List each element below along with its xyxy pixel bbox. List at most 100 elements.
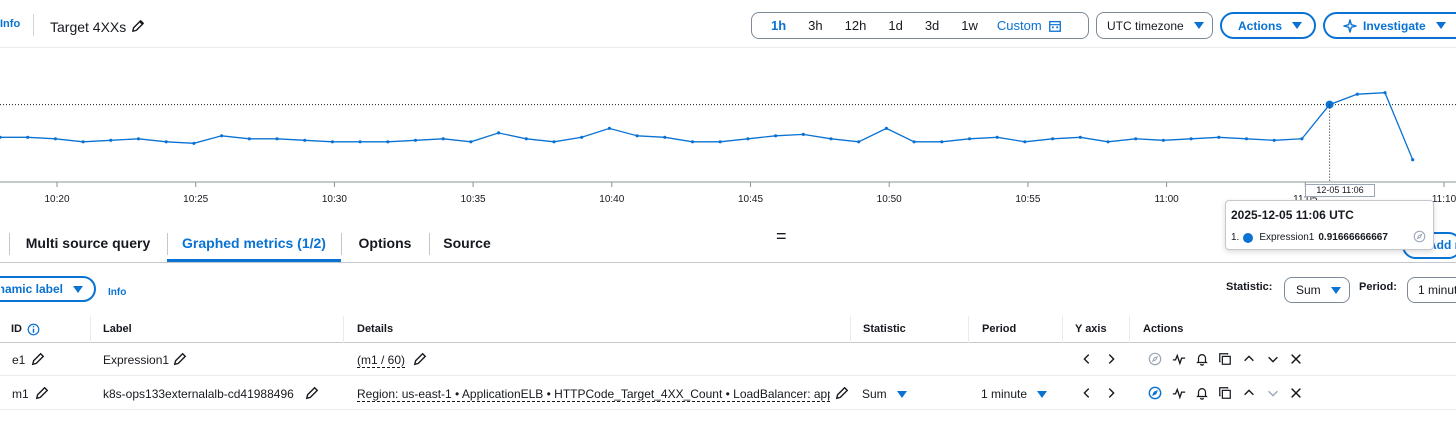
edit-id-pencil-icon[interactable] (31, 352, 45, 366)
info-link[interactable]: Info (108, 287, 127, 298)
data-point[interactable] (220, 134, 224, 138)
data-point[interactable] (995, 135, 999, 139)
data-point[interactable] (857, 140, 861, 144)
row-statistic-select[interactable]: Sum (862, 387, 907, 401)
edit-title-pencil-icon[interactable] (131, 19, 145, 33)
anomaly-detection-icon[interactable] (1172, 386, 1186, 400)
compass-icon[interactable] (1148, 386, 1162, 400)
column-header-y-axis[interactable]: Y axis (1075, 323, 1107, 335)
data-point[interactable] (81, 140, 85, 144)
move-up-icon[interactable] (1242, 352, 1256, 366)
compass-icon[interactable] (1413, 230, 1426, 243)
data-point[interactable] (580, 135, 584, 139)
data-point[interactable] (801, 132, 805, 136)
data-point[interactable] (690, 140, 695, 144)
row-details[interactable]: Region: us-east-1 • ApplicationELB • HTT… (357, 387, 830, 402)
column-header-period[interactable]: Period (982, 323, 1017, 335)
data-point[interactable] (1244, 137, 1249, 141)
data-point[interactable] (330, 140, 334, 144)
duplicate-icon[interactable] (1218, 352, 1232, 366)
data-point[interactable] (247, 137, 251, 141)
timezone-select[interactable]: UTC timezone (1096, 12, 1213, 39)
edit-details-pencil-icon[interactable] (413, 352, 427, 366)
data-point[interactable] (1051, 137, 1055, 141)
row-period-select[interactable]: 1 minute (981, 387, 1048, 401)
data-point[interactable] (109, 138, 113, 142)
tab-source[interactable]: Source (443, 235, 491, 251)
data-point[interactable] (413, 138, 418, 142)
tab-options[interactable]: Options (358, 235, 412, 251)
bell-icon[interactable] (1195, 352, 1209, 366)
time-range-3d[interactable]: 3d (924, 18, 940, 33)
data-point[interactable] (441, 137, 445, 141)
data-point[interactable] (386, 140, 390, 144)
data-point[interactable] (1383, 91, 1387, 95)
info-circle-icon[interactable] (27, 323, 40, 336)
data-point[interactable] (1300, 137, 1304, 141)
bell-icon[interactable] (1195, 386, 1209, 400)
data-point[interactable] (1134, 137, 1138, 141)
data-point[interactable] (663, 135, 667, 139)
chevron-left-icon[interactable] (1080, 386, 1094, 400)
data-point[interactable] (1189, 137, 1193, 141)
column-divider[interactable] (968, 316, 969, 343)
chevron-right-icon[interactable] (1104, 352, 1118, 366)
column-divider[interactable] (1062, 316, 1063, 343)
data-point[interactable] (136, 137, 141, 141)
data-point[interactable] (718, 140, 722, 144)
data-point[interactable] (635, 134, 639, 138)
data-point[interactable] (26, 135, 30, 139)
column-divider[interactable] (850, 316, 851, 343)
data-point[interactable] (1106, 140, 1110, 144)
data-point[interactable] (940, 140, 944, 144)
data-point[interactable] (1411, 158, 1415, 162)
column-header-statistic[interactable]: Statistic (863, 323, 906, 335)
move-up-icon[interactable] (1242, 386, 1256, 400)
remove-icon[interactable] (1289, 352, 1303, 366)
data-point[interactable] (1272, 138, 1276, 142)
edit-label-pencil-icon[interactable] (305, 386, 319, 400)
data-point[interactable] (607, 126, 612, 130)
calendar-icon[interactable] (1048, 19, 1062, 33)
data-point[interactable] (552, 140, 556, 144)
data-point[interactable] (524, 137, 528, 141)
data-point[interactable] (275, 137, 279, 141)
remove-icon[interactable] (1289, 386, 1303, 400)
actions-button[interactable]: Actions (1220, 12, 1316, 39)
time-range-12h[interactable]: 12h (844, 18, 867, 33)
column-header-label[interactable]: Label (103, 323, 132, 335)
data-point[interactable] (774, 134, 778, 138)
dynamic-label-button[interactable]: Dynamic label (0, 276, 96, 302)
chevron-left-icon[interactable] (1080, 352, 1094, 366)
column-header-actions[interactable]: Actions (1143, 323, 1184, 335)
edit-label-pencil-icon[interactable] (173, 352, 187, 366)
time-range-1h[interactable]: 1h (771, 18, 787, 33)
data-point[interactable] (1355, 92, 1359, 96)
statistic-select[interactable]: Sum (1284, 277, 1350, 303)
column-divider[interactable] (1129, 316, 1130, 343)
data-point[interactable] (192, 141, 196, 145)
period-select[interactable]: 1 minute (1407, 277, 1456, 303)
data-point[interactable] (1217, 135, 1221, 139)
data-point[interactable] (829, 137, 833, 141)
resize-handle[interactable]: = (776, 226, 787, 246)
data-point[interactable] (746, 137, 750, 141)
data-point[interactable] (1078, 135, 1082, 139)
metric-line-chart[interactable]: 10:20 10:25 10:30 10:35 10:40 10:45 10:50 10:55… (0, 48, 1456, 208)
info-link[interactable]: Info (0, 18, 21, 30)
time-range-1w[interactable]: 1w (961, 18, 978, 33)
data-point[interactable] (884, 126, 889, 130)
column-divider[interactable] (343, 316, 344, 343)
data-point[interactable] (1023, 140, 1027, 144)
data-point[interactable] (469, 140, 473, 144)
duplicate-icon[interactable] (1218, 386, 1232, 400)
compass-icon[interactable] (1148, 352, 1162, 366)
data-point[interactable] (164, 140, 168, 144)
chevron-right-icon[interactable] (1104, 386, 1118, 400)
data-point[interactable] (53, 137, 58, 141)
tab-multi-source-query[interactable]: Multi source query (25, 235, 151, 251)
investigate-button[interactable]: Investigate (1323, 12, 1456, 39)
column-header-id[interactable]: ID (11, 323, 22, 335)
time-range-3h[interactable]: 3h (808, 18, 823, 33)
data-point[interactable] (967, 137, 972, 141)
